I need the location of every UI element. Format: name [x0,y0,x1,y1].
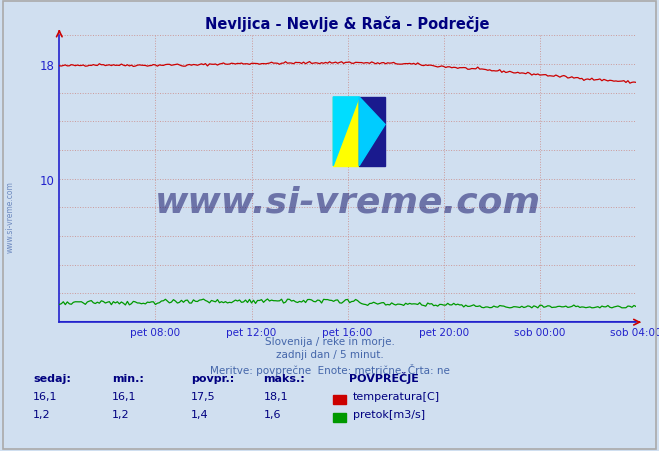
Text: maks.:: maks.: [264,373,305,383]
Text: 16,1: 16,1 [112,391,136,401]
Polygon shape [333,98,359,166]
Text: 1,4: 1,4 [191,409,209,419]
Text: 1,2: 1,2 [112,409,130,419]
Text: www.si-vreme.com: www.si-vreme.com [5,180,14,253]
Text: 17,5: 17,5 [191,391,215,401]
Text: Slovenija / reke in morje.: Slovenija / reke in morje. [264,336,395,346]
Text: pretok[m3/s]: pretok[m3/s] [353,409,424,419]
Text: zadnji dan / 5 minut.: zadnji dan / 5 minut. [275,350,384,359]
Text: 1,2: 1,2 [33,409,51,419]
Text: temperatura[C]: temperatura[C] [353,391,440,401]
Polygon shape [359,98,385,166]
Title: Nevljica - Nevlje & Rača - Podrečje: Nevljica - Nevlje & Rača - Podrečje [206,16,490,32]
Text: www.si-vreme.com: www.si-vreme.com [155,185,540,219]
Text: 1,6: 1,6 [264,409,281,419]
Polygon shape [333,98,359,166]
Text: povpr.:: povpr.: [191,373,235,383]
Text: min.:: min.: [112,373,144,383]
Text: POVPREČJE: POVPREČJE [349,371,419,383]
Text: Meritve: povprečne  Enote: metrične  Črta: ne: Meritve: povprečne Enote: metrične Črta:… [210,363,449,375]
Text: 16,1: 16,1 [33,391,57,401]
Text: sedaj:: sedaj: [33,373,71,383]
Text: 18,1: 18,1 [264,391,288,401]
Polygon shape [359,98,385,166]
